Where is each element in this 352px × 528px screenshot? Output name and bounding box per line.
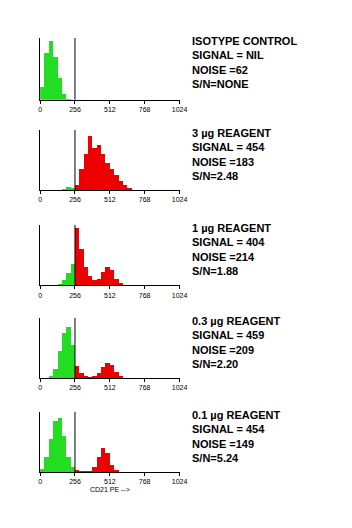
svg-text:3 µg REAGENTSIGNAL = 454NOISE: 3 µg REAGENTSIGNAL = 454NOISE =183S/N=2.…	[192, 127, 271, 182]
svg-text:1024: 1024	[172, 478, 188, 485]
svg-text:1024: 1024	[172, 196, 188, 203]
svg-text:256: 256	[69, 196, 81, 203]
svg-text:1 µg REAGENTSIGNAL = 404NOISE: 1 µg REAGENTSIGNAL = 404NOISE =214S/N=1.…	[192, 222, 271, 277]
svg-text:0: 0	[38, 292, 42, 299]
svg-text:0.1 µg REAGENTSIGNAL = 454NOIS: 0.1 µg REAGENTSIGNAL = 454NOISE =149S/N=…	[192, 409, 281, 464]
svg-text:256: 256	[69, 384, 81, 391]
svg-text:0: 0	[38, 106, 42, 113]
svg-text:1024: 1024	[172, 384, 188, 391]
svg-text:0: 0	[38, 478, 42, 485]
svg-text:0: 0	[38, 196, 42, 203]
svg-text:768: 768	[139, 106, 151, 113]
svg-text:256: 256	[69, 478, 81, 485]
svg-text:512: 512	[104, 196, 116, 203]
svg-text:512: 512	[104, 292, 116, 299]
svg-text:768: 768	[139, 196, 151, 203]
svg-text:512: 512	[104, 478, 116, 485]
svg-text:768: 768	[139, 292, 151, 299]
svg-text:512: 512	[104, 106, 116, 113]
svg-text:1024: 1024	[172, 106, 188, 113]
svg-text:768: 768	[139, 478, 151, 485]
svg-text:256: 256	[69, 292, 81, 299]
svg-text:1024: 1024	[172, 292, 188, 299]
svg-text:0: 0	[38, 384, 42, 391]
svg-text:CD21 PE -->: CD21 PE -->	[90, 486, 130, 493]
svg-text:ISOTYPE CONTROLSIGNAL = NILNOI: ISOTYPE CONTROLSIGNAL = NILNOISE =62S/N=…	[192, 35, 297, 90]
svg-text:768: 768	[139, 384, 151, 391]
svg-text:256: 256	[69, 106, 81, 113]
svg-text:0.3 µg REAGENTSIGNAL = 459NOIS: 0.3 µg REAGENTSIGNAL = 459NOISE =209S/N=…	[192, 315, 281, 370]
svg-text:512: 512	[104, 384, 116, 391]
